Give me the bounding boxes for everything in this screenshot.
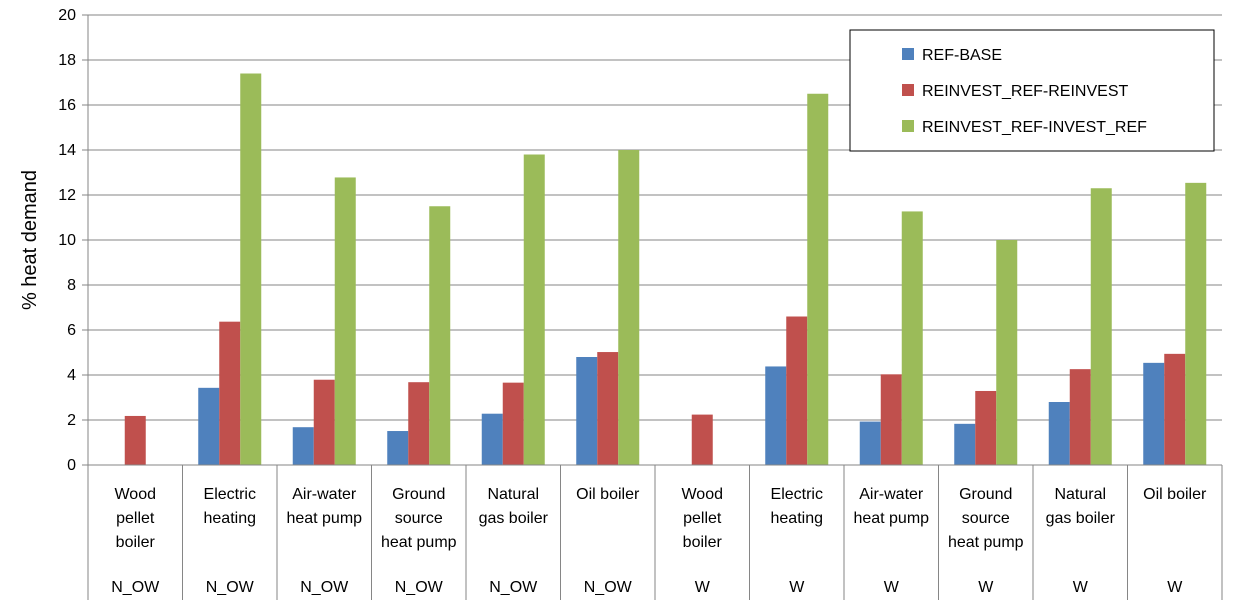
bar	[1164, 353, 1186, 465]
category-label: Electric	[771, 486, 823, 503]
group-label: N_OW	[489, 579, 538, 596]
category-label: heating	[771, 510, 824, 527]
y-tick-label: 2	[67, 412, 76, 429]
category-labels: Wood pellet boiler N_OW Electric heating N_OW A…	[111, 486, 1207, 596]
bars	[124, 73, 1207, 465]
y-tick-label: 18	[58, 52, 76, 69]
bar	[807, 93, 829, 465]
bar	[292, 427, 314, 465]
group-label: W	[1167, 579, 1183, 596]
bar	[124, 415, 146, 465]
bar	[502, 382, 524, 465]
group-label: W	[695, 579, 711, 596]
bar	[576, 357, 598, 465]
group-label: N_OW	[300, 579, 349, 596]
category-label: Natural	[487, 486, 539, 503]
group-label: W	[884, 579, 900, 596]
category-label: heating	[204, 510, 257, 527]
group-label: W	[978, 579, 994, 596]
y-tick-label: 12	[58, 187, 76, 204]
bar	[597, 352, 619, 465]
category-label: source	[962, 510, 1010, 527]
category-label: Air-water	[292, 486, 357, 503]
bar	[523, 154, 545, 465]
bar	[1143, 362, 1165, 465]
category-label: boiler	[116, 534, 156, 551]
group-label: N_OW	[206, 579, 255, 596]
category-label: Oil boiler	[1143, 486, 1207, 503]
category-label: source	[395, 510, 443, 527]
category-label: Electric	[204, 486, 256, 503]
category-label: pellet	[116, 510, 155, 527]
bar	[481, 413, 503, 465]
category-label: gas boiler	[479, 510, 549, 527]
legend-label: REINVEST_REF-INVEST_REF	[922, 119, 1147, 136]
category-label: Wood	[114, 486, 156, 503]
bar	[219, 321, 241, 465]
group-label: N_OW	[584, 579, 633, 596]
bar	[901, 211, 923, 465]
bar	[975, 390, 997, 465]
bar	[859, 421, 881, 465]
y-tick-label: 14	[58, 142, 76, 159]
gridlines	[88, 14, 1222, 421]
bar	[1048, 402, 1070, 465]
bar	[334, 177, 356, 465]
category-label: heat pump	[381, 534, 457, 551]
bar	[198, 387, 220, 465]
group-label: W	[1073, 579, 1089, 596]
legend-swatch	[902, 84, 914, 96]
legend: REF-BASE REINVEST_REF-REINVEST REINVEST_RE…	[849, 29, 1215, 152]
category-label: Ground	[959, 486, 1012, 503]
category-label: Ground	[392, 486, 445, 503]
y-axis-label: % heat demand	[19, 170, 41, 310]
bar	[1090, 188, 1112, 465]
y-tick-label: 16	[58, 97, 76, 114]
category-label: Wood	[681, 486, 723, 503]
category-label: gas boiler	[1046, 510, 1116, 527]
bar	[691, 414, 713, 465]
y-tick-label: 20	[58, 7, 76, 24]
bar	[408, 382, 430, 465]
legend-label: REINVEST_REF-REINVEST	[922, 83, 1128, 100]
y-tick-label: 4	[67, 367, 76, 384]
category-label: heat pump	[853, 510, 929, 527]
legend-swatch	[902, 48, 914, 60]
y-tick-label: 0	[67, 457, 76, 474]
axes: 0 2 4 6 8 10 12 14 16 18 20	[58, 7, 1223, 600]
bar	[313, 379, 335, 465]
bar	[996, 240, 1018, 465]
legend-swatch	[902, 120, 914, 132]
bar	[618, 150, 640, 465]
category-label: pellet	[683, 510, 722, 527]
bar	[1185, 182, 1207, 465]
category-label: Oil boiler	[576, 486, 640, 503]
category-label: Air-water	[859, 486, 924, 503]
bar	[880, 374, 902, 465]
category-label: heat pump	[948, 534, 1024, 551]
category-label: heat pump	[286, 510, 362, 527]
category-label: boiler	[683, 534, 723, 551]
bar	[786, 316, 808, 465]
bar	[1069, 369, 1091, 465]
bar	[240, 73, 262, 465]
group-label: N_OW	[111, 579, 160, 596]
bar	[429, 206, 451, 465]
bar	[387, 431, 409, 465]
bar	[954, 423, 976, 465]
y-tick-label: 8	[67, 277, 76, 294]
bar	[765, 366, 787, 465]
group-label: N_OW	[395, 579, 444, 596]
y-tick-label: 6	[67, 322, 76, 339]
y-tick-label: 10	[58, 232, 76, 249]
category-label: Natural	[1054, 486, 1106, 503]
group-label: W	[789, 579, 805, 596]
legend-label: REF-BASE	[922, 47, 1002, 64]
